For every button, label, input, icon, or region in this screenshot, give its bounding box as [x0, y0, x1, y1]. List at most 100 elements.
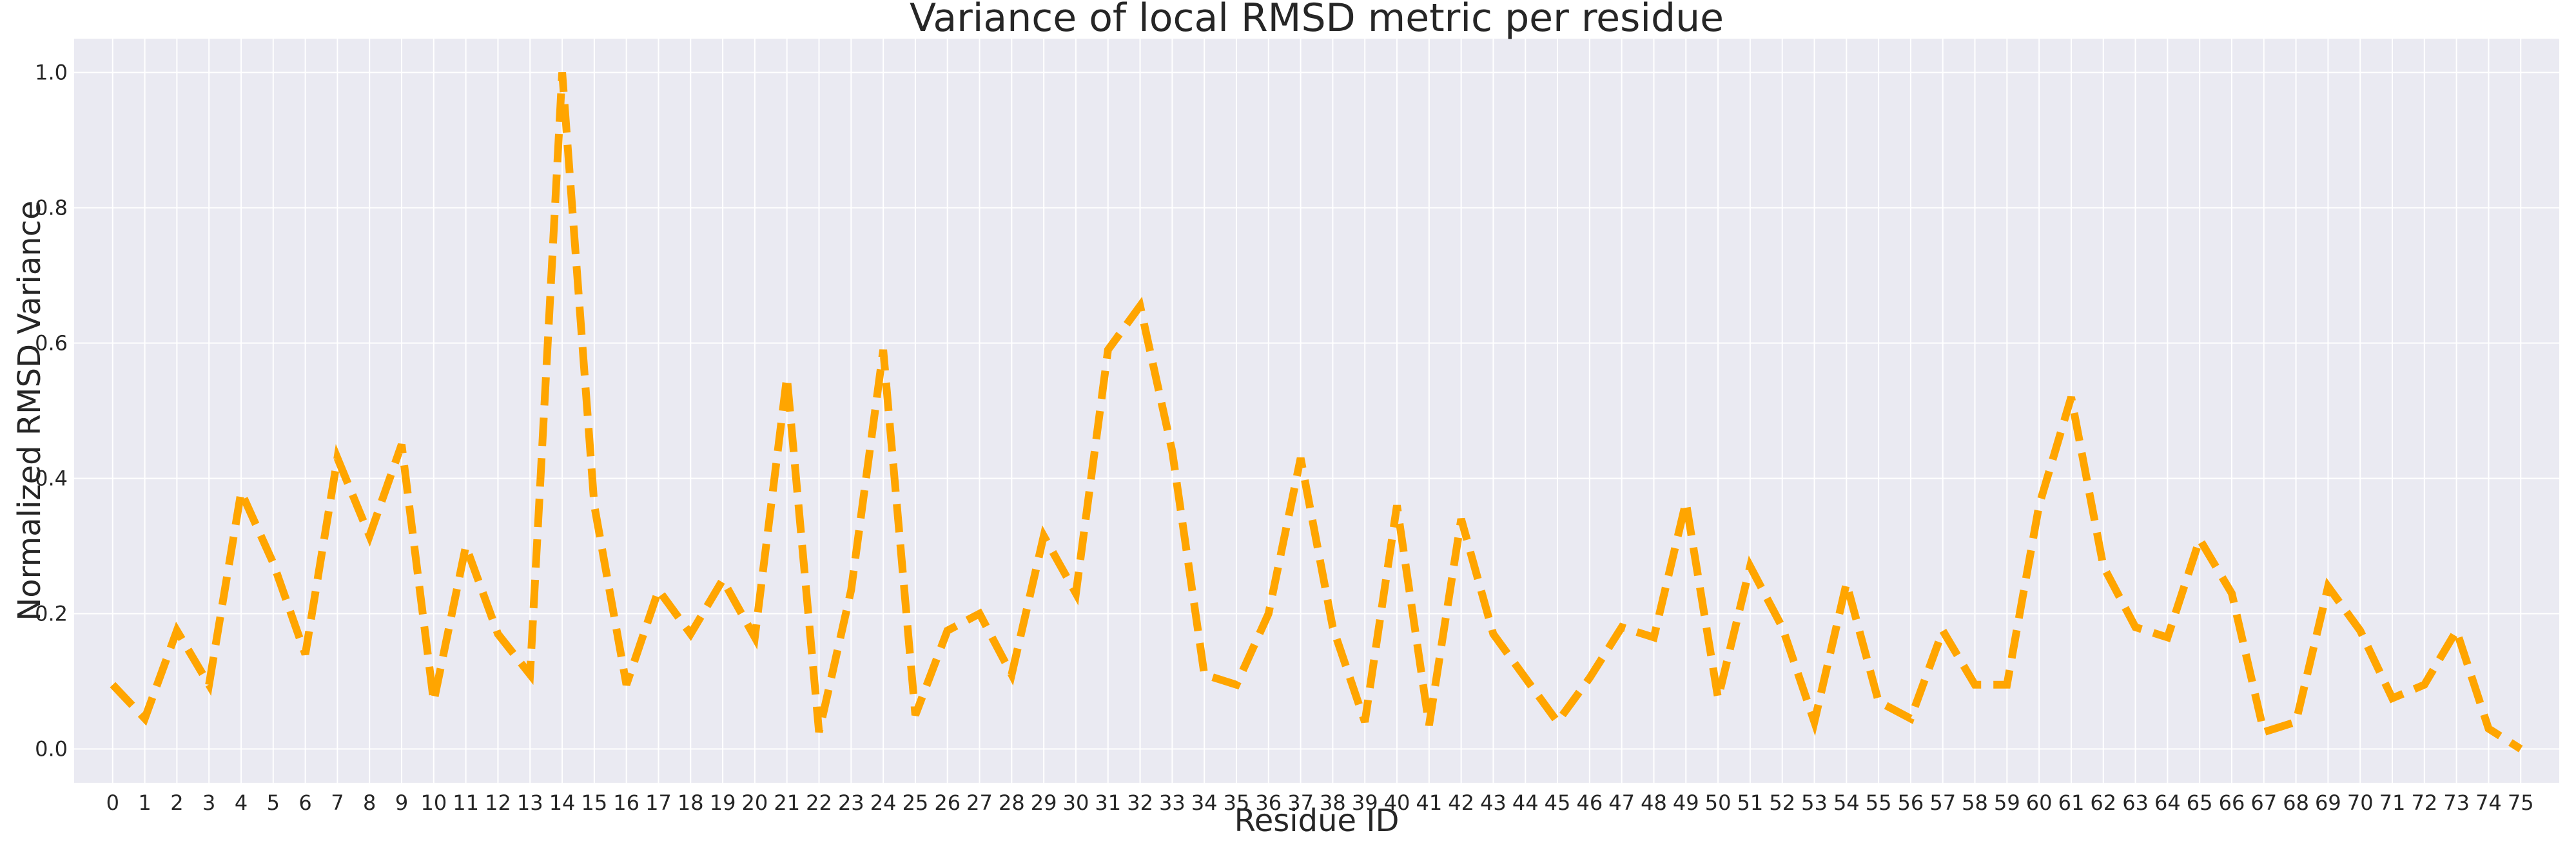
x-tick-label: 37: [1287, 791, 1314, 815]
data-point: [690, 634, 691, 635]
x-tick-label: 47: [1608, 791, 1635, 815]
x-tick-label: 64: [2154, 791, 2181, 815]
data-point: [2167, 637, 2168, 638]
data-point: [209, 684, 210, 685]
data-point: [1075, 593, 1076, 594]
data-point: [1172, 451, 1173, 452]
data-point: [1300, 458, 1301, 459]
x-tick-label: 54: [1833, 791, 1860, 815]
y-axis-label: Normalized RMSD Variance: [12, 200, 48, 620]
x-tick-label: 63: [2122, 791, 2149, 815]
series-line: [110, 72, 2523, 753]
x-tick-label: 23: [838, 791, 864, 815]
x-tick-label: 68: [2283, 791, 2309, 815]
x-tick-label: 29: [1031, 791, 1057, 815]
x-tick-label: 70: [2347, 791, 2374, 815]
x-tick-label: 61: [2058, 791, 2085, 815]
x-tick-label: 49: [1673, 791, 1699, 815]
x-tick-label: 2: [170, 791, 183, 815]
y-tick-label: 0.4: [35, 466, 68, 491]
data-point: [1846, 583, 1847, 584]
x-tick-label: 58: [1962, 791, 1988, 815]
data-point: [337, 458, 338, 459]
x-tick-label: 27: [966, 791, 993, 815]
data-point: [1621, 627, 1622, 628]
data-point: [786, 377, 787, 378]
y-tick-label: 1.0: [35, 61, 68, 85]
data-point: [1942, 630, 1943, 631]
x-tick-label: 3: [202, 791, 215, 815]
x-tick-label: 53: [1801, 791, 1828, 815]
x-tick-label: 1: [138, 791, 151, 815]
x-tick-label: 45: [1545, 791, 1571, 815]
data-point: [112, 684, 113, 685]
plot-area: [74, 39, 2559, 783]
x-tick-label: 71: [2379, 791, 2406, 815]
data-point: [1268, 613, 1269, 614]
data-point: [1397, 505, 1398, 506]
data-point: [626, 684, 627, 685]
x-tick-label: 25: [903, 791, 929, 815]
y-tick-label: 0.6: [35, 331, 68, 356]
x-tick-label: 14: [549, 791, 576, 815]
data-point: [305, 654, 306, 655]
data-point: [369, 535, 370, 536]
y-tick-label: 0.8: [35, 196, 68, 220]
x-tick-label: 30: [1063, 791, 1089, 815]
x-tick-label: 19: [710, 791, 736, 815]
data-point: [2263, 732, 2264, 733]
x-tick-label: 60: [2026, 791, 2053, 815]
data-point: [1493, 634, 1494, 635]
x-tick-label: 46: [1576, 791, 1603, 815]
x-tick-label: 26: [934, 791, 961, 815]
data-point: [754, 637, 755, 638]
x-tick-label: 72: [2411, 791, 2437, 815]
x-tick-label: 40: [1384, 791, 1410, 815]
x-tick-label: 55: [1866, 791, 1892, 815]
x-tick-label: 0: [106, 791, 119, 815]
y-tick-label: 0.2: [35, 602, 68, 626]
x-tick-label: 65: [2187, 791, 2213, 815]
data-point: [979, 613, 980, 614]
data-point: [2456, 630, 2457, 631]
x-tick-label: 39: [1352, 791, 1378, 815]
data-point: [2039, 505, 2040, 506]
x-tick-label: 31: [1095, 791, 1121, 815]
x-tick-label: 38: [1320, 791, 1346, 815]
x-tick-label: 13: [517, 791, 543, 815]
x-tick-label: 17: [645, 791, 672, 815]
data-point: [562, 72, 563, 73]
x-tick-label: 22: [806, 791, 832, 815]
x-tick-label: 43: [1480, 791, 1507, 815]
x-tick-label: 15: [581, 791, 608, 815]
x-tick-label: 51: [1737, 791, 1764, 815]
x-tick-label: 16: [613, 791, 639, 815]
data-point: [947, 630, 948, 631]
x-tick-label: 41: [1416, 791, 1442, 815]
x-tick-label: 11: [453, 791, 479, 815]
x-tick-label: 10: [420, 791, 447, 815]
x-tick-label: 42: [1448, 791, 1474, 815]
x-tick-label: 34: [1191, 791, 1218, 815]
x-tick-label: 48: [1641, 791, 1667, 815]
x-tick-label: 74: [2475, 791, 2502, 815]
x-tick-label: 20: [742, 791, 768, 815]
data-point: [2231, 593, 2232, 594]
x-tick-label: 4: [235, 791, 248, 815]
x-tick-label: 67: [2250, 791, 2277, 815]
x-tick-label: 35: [1224, 791, 1250, 815]
data-point: [2424, 684, 2425, 685]
data-point: [2360, 630, 2361, 631]
y-tick-label: 0.0: [35, 737, 68, 762]
x-tick-label: 52: [1769, 791, 1795, 815]
x-tick-label: 69: [2315, 791, 2341, 815]
x-tick-label: 5: [267, 791, 280, 815]
data-point: [1332, 627, 1333, 628]
x-tick-label: 6: [298, 791, 311, 815]
x-tick-label: 28: [999, 791, 1025, 815]
x-tick-label: 12: [485, 791, 511, 815]
x-tick-label: 66: [2219, 791, 2245, 815]
x-tick-label: 73: [2443, 791, 2470, 815]
